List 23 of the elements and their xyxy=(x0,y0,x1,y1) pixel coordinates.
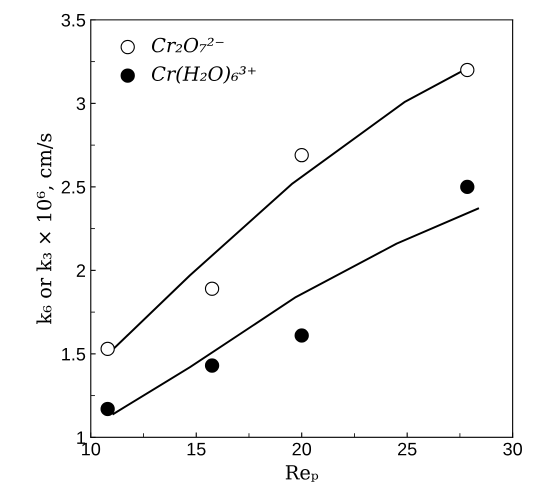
x-tick-label: 10 xyxy=(82,442,100,456)
point xyxy=(294,148,309,162)
y-tick-label: 1 xyxy=(77,431,86,444)
y-tick-label: 3.5 xyxy=(62,14,86,27)
x-tick-label: 30 xyxy=(503,442,522,456)
legend-label: Cr₂O₇²⁻ xyxy=(152,38,224,52)
point xyxy=(100,342,115,356)
y-axis-title: k₆ or k₃ × 10⁶, cm/s xyxy=(36,134,54,324)
y-tick-label: 1.5 xyxy=(62,348,86,361)
x-axis-title: Reₚ xyxy=(286,465,318,482)
y-tick-label: 3 xyxy=(76,97,86,110)
x-tick-label: 25 xyxy=(398,442,416,456)
point xyxy=(204,282,220,296)
x-tick-label: 15 xyxy=(188,442,206,456)
point xyxy=(100,402,115,416)
point xyxy=(204,358,220,373)
x-tick-label: 20 xyxy=(292,442,312,456)
point xyxy=(294,328,309,343)
y-tick-label: 2 xyxy=(76,264,86,277)
point xyxy=(460,180,474,194)
point xyxy=(460,62,474,78)
legend-label: Cr(H₂O)₆³⁺ xyxy=(152,66,256,84)
y-tick-label: 2.5 xyxy=(62,180,86,194)
